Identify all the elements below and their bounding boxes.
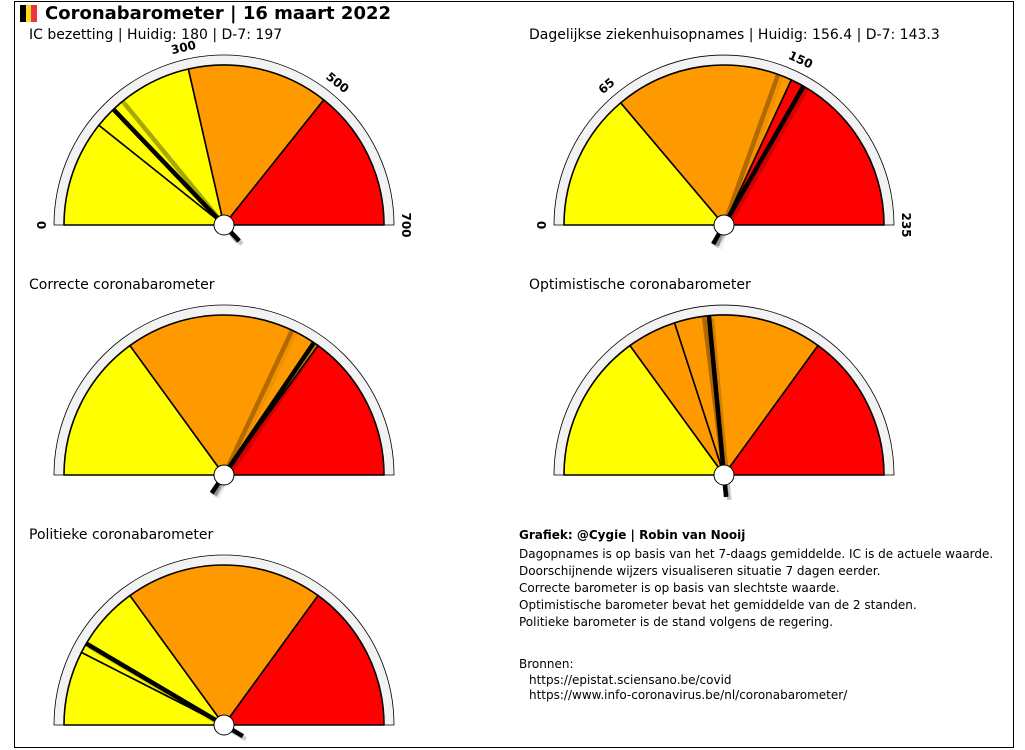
note-line-4: Optimistische barometer bevat het gemidd… [519,598,917,612]
gauge-2-zone-2 [223,344,385,476]
page-title: Coronabarometer | 16 maart 2022 [20,3,391,24]
page-title-text: Coronabarometer | 16 maart 2022 [45,3,392,24]
gauge-2-zone-0 [63,344,225,476]
gauge-0-hub [213,214,235,236]
gauge-1-tick-label-0: 0 [535,221,549,229]
gauge-1-zone-2 [723,79,885,226]
gauge-title-political: Politieke coronabarometer [29,527,214,543]
figure-frame [14,1,1014,748]
gauge-1-zone-0 [563,102,725,226]
flag-band-red [31,5,38,22]
sources-label: Bronnen: [519,657,574,671]
gauge-3-zone-0 [563,344,725,476]
flag-band-yellow [25,5,32,22]
gauge-3-zone-3 [723,344,885,476]
gauge-4-zone-3 [223,594,385,726]
credit-text: Grafiek: @Cygie | Robin van Nooij [519,528,746,542]
gauge-0-tick-label-1: 300 [170,38,198,57]
gauge-1-zone-1 [619,64,793,226]
gauge-1-hub [713,214,735,236]
gauge-title-ic: IC bezetting | Huidig: 180 | D-7: 197 [29,27,283,43]
note-line-1: Dagopnames is op basis van het 7-daags g… [519,547,994,561]
gauge-4-hub [213,714,235,736]
source-link-info-coronavirus[interactable]: https://www.info-coronavirus.be/nl/coron… [529,688,848,702]
gauge-4-zone-2 [129,564,319,726]
source-link-sciensano[interactable]: https://epistat.sciensano.be/covid [529,673,732,687]
gauge-0-zone-3 [223,99,385,226]
gauge-title-hospital: Dagelijkse ziekenhuisopnames | Huidig: 1… [529,27,940,43]
belgian-flag-icon [20,5,38,22]
gauge-2-zone-1 [129,314,319,476]
gauge-1-tick-label-3: 235 [899,212,913,237]
gauge-0-zone-2 [187,64,325,226]
gauge-3-hub [713,464,735,486]
gauge-title-optimistic: Optimistische coronabarometer [529,277,751,293]
note-line-2: Doorschijnende wijzers visualiseren situ… [519,564,881,578]
gauge-2-hub [213,464,235,486]
gauge-title-correct: Correcte coronabarometer [29,277,215,293]
gauge-0-zone-0 [63,124,225,226]
note-line-5: Politieke barometer is de stand volgens … [519,615,834,629]
gauge-0-zone-1 [98,68,225,226]
gauge-1-tick-label-2: 150 [786,48,815,71]
gauge-0-tick-label-3: 700 [399,212,413,237]
gauge-0-tick-label-0: 0 [35,221,49,229]
note-line-3: Correcte barometer is op basis van slech… [519,581,840,595]
gauge-1-tick-label-1: 65 [596,75,618,96]
flag-band-black [20,5,26,22]
